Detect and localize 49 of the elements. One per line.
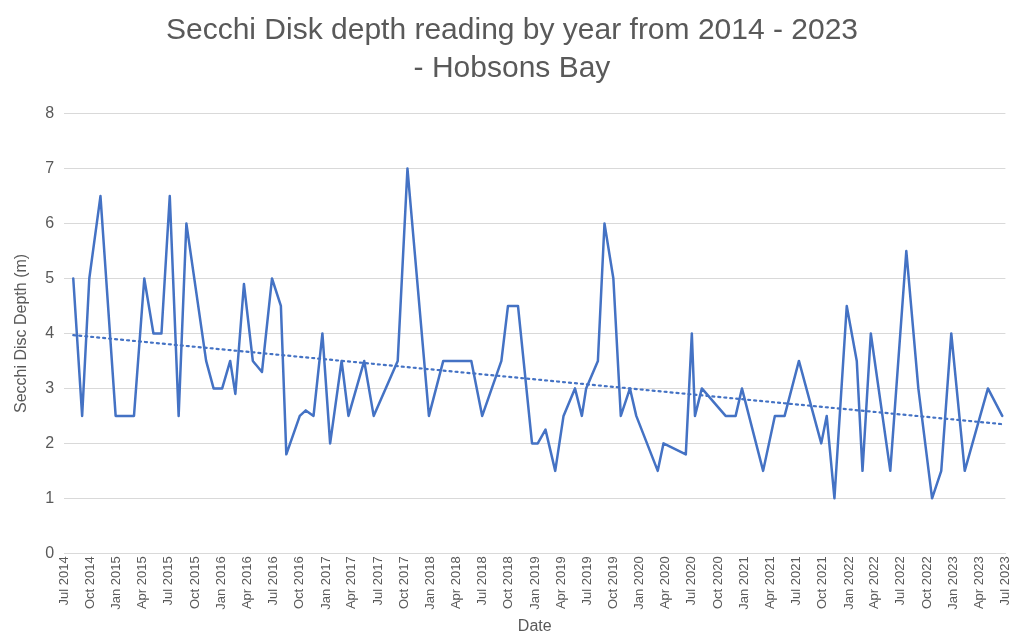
x-tick-label: Jan 2022 — [840, 556, 856, 610]
x-tick-label: Jul 2020 — [683, 556, 699, 606]
y-axis-title: Secchi Disc Depth (m) — [12, 253, 30, 414]
x-tick-label: Jul 2018 — [474, 556, 490, 606]
x-tick-label: Jul 2021 — [787, 556, 803, 606]
x-tick-label: Oct 2018 — [500, 556, 516, 610]
x-tick-label: Apr 2022 — [866, 556, 882, 610]
x-tick-label: Oct 2015 — [186, 556, 202, 610]
x-tick-label: Oct 2019 — [604, 556, 620, 610]
x-tick-label: Apr 2023 — [970, 556, 986, 610]
x-tick-label: Jan 2023 — [945, 556, 961, 610]
x-tick-label: Jul 2014 — [55, 556, 71, 606]
y-tick-label: 0 — [45, 543, 55, 561]
x-tick-label: Apr 2016 — [238, 556, 254, 610]
x-tick-label: Jul 2017 — [369, 556, 385, 606]
x-tick-label: Oct 2017 — [395, 556, 411, 610]
x-axis-title: Date — [517, 616, 552, 634]
x-tick-label: Jan 2018 — [422, 556, 438, 610]
y-tick-label: 4 — [45, 323, 55, 341]
x-tick-label: Jan 2019 — [526, 556, 542, 610]
y-tick-label: 3 — [45, 378, 55, 396]
x-tick-label: Apr 2019 — [552, 556, 568, 610]
x-tick-label: Oct 2014 — [82, 556, 98, 610]
y-tick-label: 8 — [45, 104, 55, 122]
x-tick-label: Oct 2021 — [814, 556, 830, 610]
x-tick-label: Apr 2018 — [448, 556, 463, 610]
x-tick-label: Apr 2020 — [657, 556, 673, 610]
x-tick-label: Apr 2015 — [134, 556, 150, 610]
x-tick-label: Oct 2022 — [918, 556, 934, 610]
x-tick-label: Jan 2015 — [108, 556, 124, 610]
x-tick-label: Apr 2021 — [761, 556, 777, 610]
y-tick-label: 1 — [45, 488, 55, 506]
chart-title: Secchi Disk depth reading by year from 2014 - 2023 - Hobsons Bay — [164, 11, 860, 85]
x-tick-label: Apr 2017 — [343, 556, 359, 610]
y-tick-label: 6 — [45, 213, 55, 231]
x-tick-label: Jul 2016 — [265, 556, 281, 606]
x-tick-label: Jul 2019 — [578, 556, 594, 606]
x-tick-label: Jan 2017 — [317, 556, 333, 610]
x-tick-label: Jan 2016 — [212, 556, 228, 610]
x-tick-label: Jul 2015 — [160, 556, 176, 606]
x-tick-label: Jan 2021 — [736, 556, 752, 610]
y-tick-label: 7 — [45, 158, 55, 176]
x-tick-label: Oct 2016 — [291, 556, 307, 610]
y-tick-label: 5 — [45, 268, 55, 286]
x-tick-label: Oct 2020 — [709, 556, 725, 610]
x-tick-label: Jul 2022 — [892, 556, 908, 606]
x-tick-label: Jan 2020 — [631, 556, 647, 610]
x-tick-label: Jul 2023 — [996, 556, 1012, 606]
y-tick-label: 2 — [45, 433, 55, 451]
